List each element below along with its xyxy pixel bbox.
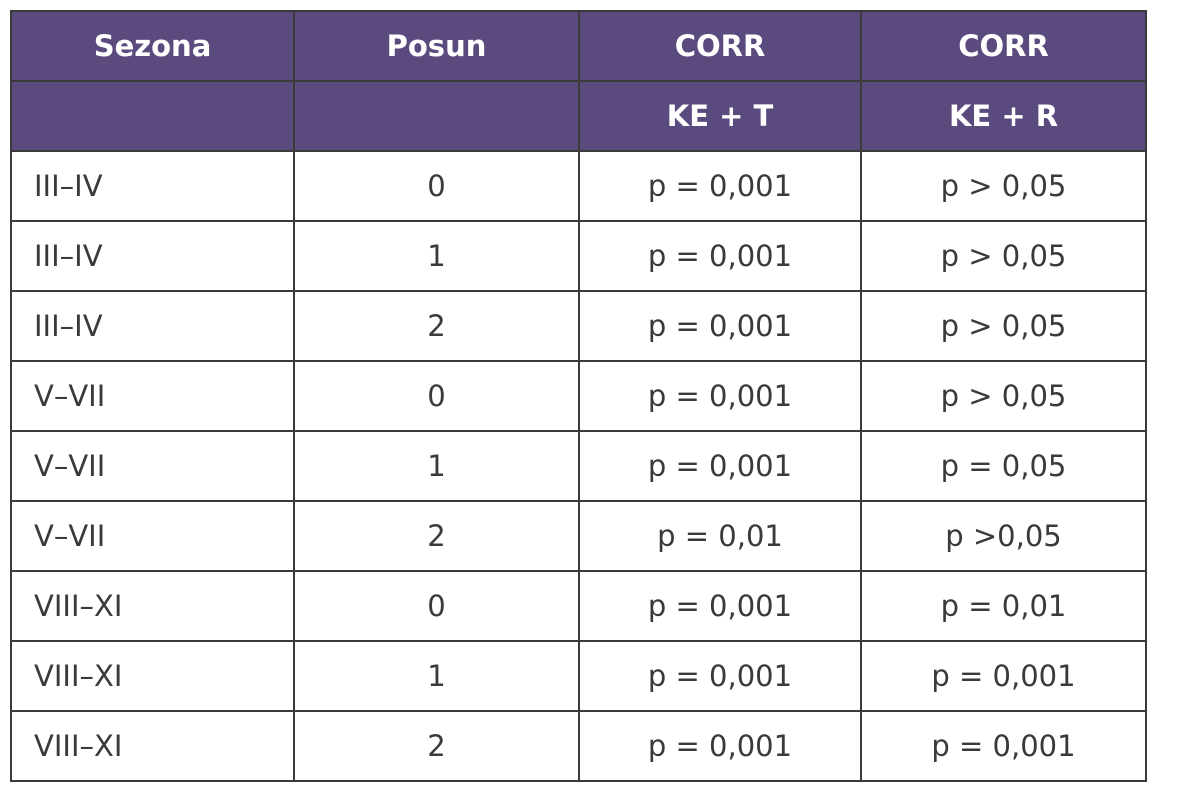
- subheader-row: KE + T KE + R: [10, 80, 1147, 152]
- table-cell: 0: [293, 150, 580, 222]
- table-cell: 0: [293, 570, 580, 642]
- table-cell: III–IV: [10, 150, 295, 222]
- table-cell: p > 0,05: [860, 360, 1147, 432]
- table-cell: 1: [293, 640, 580, 712]
- table-cell: p = 0,001: [578, 290, 862, 362]
- table-row: V–VII 1 p = 0,001 p = 0,05: [10, 430, 1147, 502]
- table-cell: VIII–XI: [10, 570, 295, 642]
- table-cell: V–VII: [10, 500, 295, 572]
- header-cell: Posun: [293, 10, 580, 82]
- table-cell: p = 0,001: [578, 710, 862, 782]
- table-cell: p = 0,001: [860, 640, 1147, 712]
- table-cell: p = 0,001: [578, 220, 862, 292]
- table-cell: p = 0,001: [578, 430, 862, 502]
- table-cell: 2: [293, 710, 580, 782]
- header-cell: Sezona: [10, 10, 295, 82]
- table-cell: p = 0,001: [578, 150, 862, 222]
- table-cell: VIII–XI: [10, 640, 295, 712]
- table-row: V–VII 0 p = 0,001 p > 0,05: [10, 360, 1147, 432]
- table-cell: p = 0,001: [578, 360, 862, 432]
- table-cell: 0: [293, 360, 580, 432]
- table-cell: 2: [293, 500, 580, 572]
- table-row: VIII–XI 0 p = 0,001 p = 0,01: [10, 570, 1147, 642]
- table-row: V–VII 2 p = 0,01 p >0,05: [10, 500, 1147, 572]
- table-cell: p > 0,05: [860, 220, 1147, 292]
- table-cell: p = 0,001: [578, 570, 862, 642]
- table-cell: 1: [293, 220, 580, 292]
- header-cell: CORR: [860, 10, 1147, 82]
- table-row: III–IV 2 p = 0,001 p > 0,05: [10, 290, 1147, 362]
- header-cell: [10, 80, 295, 152]
- table-cell: p >0,05: [860, 500, 1147, 572]
- header-row: Sezona Posun CORR CORR: [10, 10, 1147, 82]
- header-cell: [293, 80, 580, 152]
- table-cell: p = 0,01: [860, 570, 1147, 642]
- table-cell: III–IV: [10, 290, 295, 362]
- table-cell: III–IV: [10, 220, 295, 292]
- table-cell: VIII–XI: [10, 710, 295, 782]
- table-cell: p = 0,05: [860, 430, 1147, 502]
- data-table: Sezona Posun CORR CORR KE + T KE + R III–IV 0 p …: [10, 10, 1147, 782]
- header-cell: KE + T: [578, 80, 862, 152]
- table-row: III–IV 1 p = 0,001 p > 0,05: [10, 220, 1147, 292]
- table-cell: V–VII: [10, 430, 295, 502]
- table-body: Sezona Posun CORR CORR KE + T KE + R III–IV 0 p …: [10, 10, 1147, 782]
- table-cell: 2: [293, 290, 580, 362]
- table-cell: p = 0,001: [578, 640, 862, 712]
- table-row: III–IV 0 p = 0,001 p > 0,05: [10, 150, 1147, 222]
- header-cell: CORR: [578, 10, 862, 82]
- table-row: VIII–XI 1 p = 0,001 p = 0,001: [10, 640, 1147, 712]
- header-cell: KE + R: [860, 80, 1147, 152]
- table-cell: p > 0,05: [860, 290, 1147, 362]
- table-cell: V–VII: [10, 360, 295, 432]
- table-cell: p = 0,01: [578, 500, 862, 572]
- table-row: VIII–XI 2 p = 0,001 p = 0,001: [10, 710, 1147, 782]
- table-cell: 1: [293, 430, 580, 502]
- table-cell: p = 0,001: [860, 710, 1147, 782]
- table-cell: p > 0,05: [860, 150, 1147, 222]
